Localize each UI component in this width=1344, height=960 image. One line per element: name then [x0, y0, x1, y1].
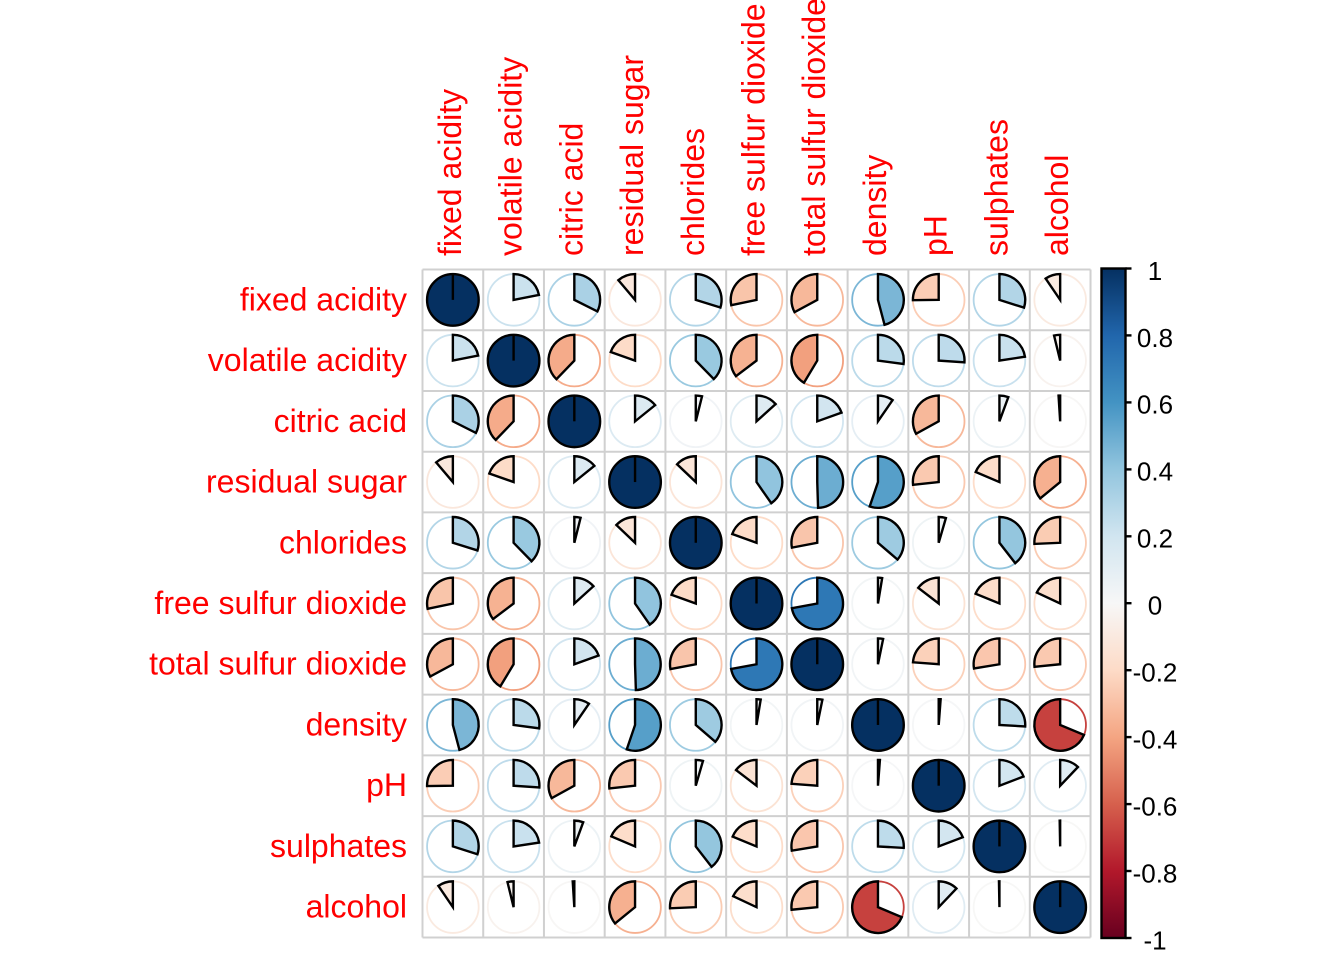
svg-text:density: density	[857, 155, 893, 256]
svg-text:volatile acidity: volatile acidity	[208, 342, 407, 378]
svg-text:-0.4: -0.4	[1133, 724, 1178, 754]
svg-text:0.8: 0.8	[1137, 323, 1173, 353]
svg-text:sulphates: sulphates	[270, 828, 407, 864]
svg-text:total sulfur dioxide: total sulfur dioxide	[796, 0, 832, 256]
svg-text:1: 1	[1148, 256, 1162, 286]
svg-text:chlorides: chlorides	[279, 524, 407, 560]
svg-text:-1: -1	[1143, 925, 1166, 955]
svg-text:sulphates: sulphates	[978, 119, 1014, 256]
svg-text:pH: pH	[918, 215, 954, 256]
svg-text:residual sugar: residual sugar	[206, 464, 407, 500]
svg-text:-0.2: -0.2	[1133, 658, 1178, 688]
svg-text:citric acid: citric acid	[274, 403, 407, 439]
svg-text:alcohol: alcohol	[1039, 155, 1075, 256]
svg-text:chlorides: chlorides	[675, 128, 711, 256]
svg-text:volatile acidity: volatile acidity	[493, 57, 529, 256]
svg-text:0.6: 0.6	[1137, 390, 1173, 420]
svg-text:fixed acidity: fixed acidity	[432, 89, 468, 256]
svg-text:density: density	[306, 707, 407, 743]
svg-text:-0.8: -0.8	[1133, 858, 1178, 888]
svg-text:free sulfur dioxide: free sulfur dioxide	[736, 3, 772, 256]
svg-text:free sulfur dioxide: free sulfur dioxide	[154, 585, 407, 621]
svg-text:-0.6: -0.6	[1133, 791, 1178, 821]
svg-text:fixed acidity: fixed acidity	[240, 281, 407, 317]
svg-text:0: 0	[1148, 591, 1162, 621]
svg-text:pH: pH	[366, 767, 407, 803]
svg-text:citric acid: citric acid	[553, 123, 589, 256]
svg-text:alcohol: alcohol	[306, 889, 407, 925]
svg-text:residual sugar: residual sugar	[614, 55, 650, 256]
svg-text:0.2: 0.2	[1137, 524, 1173, 554]
svg-text:total sulfur dioxide: total sulfur dioxide	[149, 646, 407, 682]
svg-text:0.4: 0.4	[1137, 457, 1173, 487]
